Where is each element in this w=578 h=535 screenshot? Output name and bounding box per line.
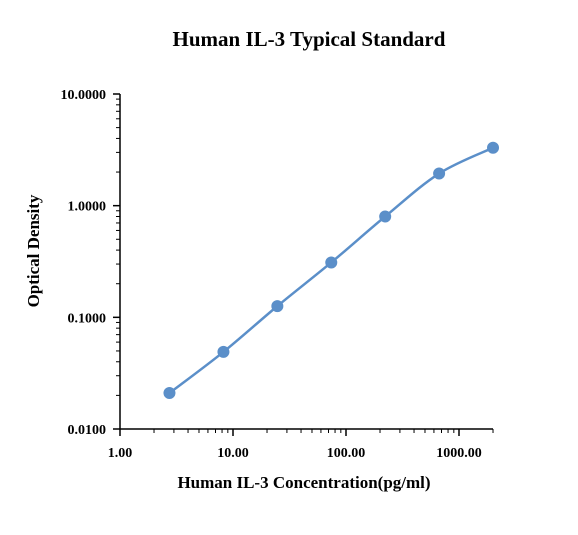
data-point: [271, 300, 284, 313]
data-point: [379, 210, 392, 223]
y-tick-label: 0.1000: [68, 311, 107, 326]
x-tick-label: 1.00: [108, 446, 133, 461]
series-line: [168, 146, 494, 395]
data-point: [163, 387, 176, 400]
data-point: [433, 167, 446, 180]
y-axis-label: Optical Density: [24, 194, 43, 307]
y-tick-label: 1.0000: [68, 200, 107, 215]
data-point: [325, 256, 338, 269]
x-axis-label: Human IL-3 Concentration(pg/ml): [177, 473, 430, 492]
x-tick-label: 100.00: [327, 446, 366, 461]
y-tick-label: 0.0100: [68, 423, 107, 438]
chart-title: Human IL-3 Typical Standard: [173, 27, 446, 51]
x-tick-label: 10.00: [217, 446, 249, 461]
series-layer: [163, 141, 500, 400]
data-point: [217, 345, 230, 358]
y-tick-label: 10.0000: [61, 88, 107, 103]
x-tick-label: 1000.00: [436, 446, 482, 461]
ticks-layer: 0.0100 0.1000 1.0000 10.0000 1.00 10.00 100.00…: [61, 88, 494, 461]
data-point: [487, 141, 500, 154]
